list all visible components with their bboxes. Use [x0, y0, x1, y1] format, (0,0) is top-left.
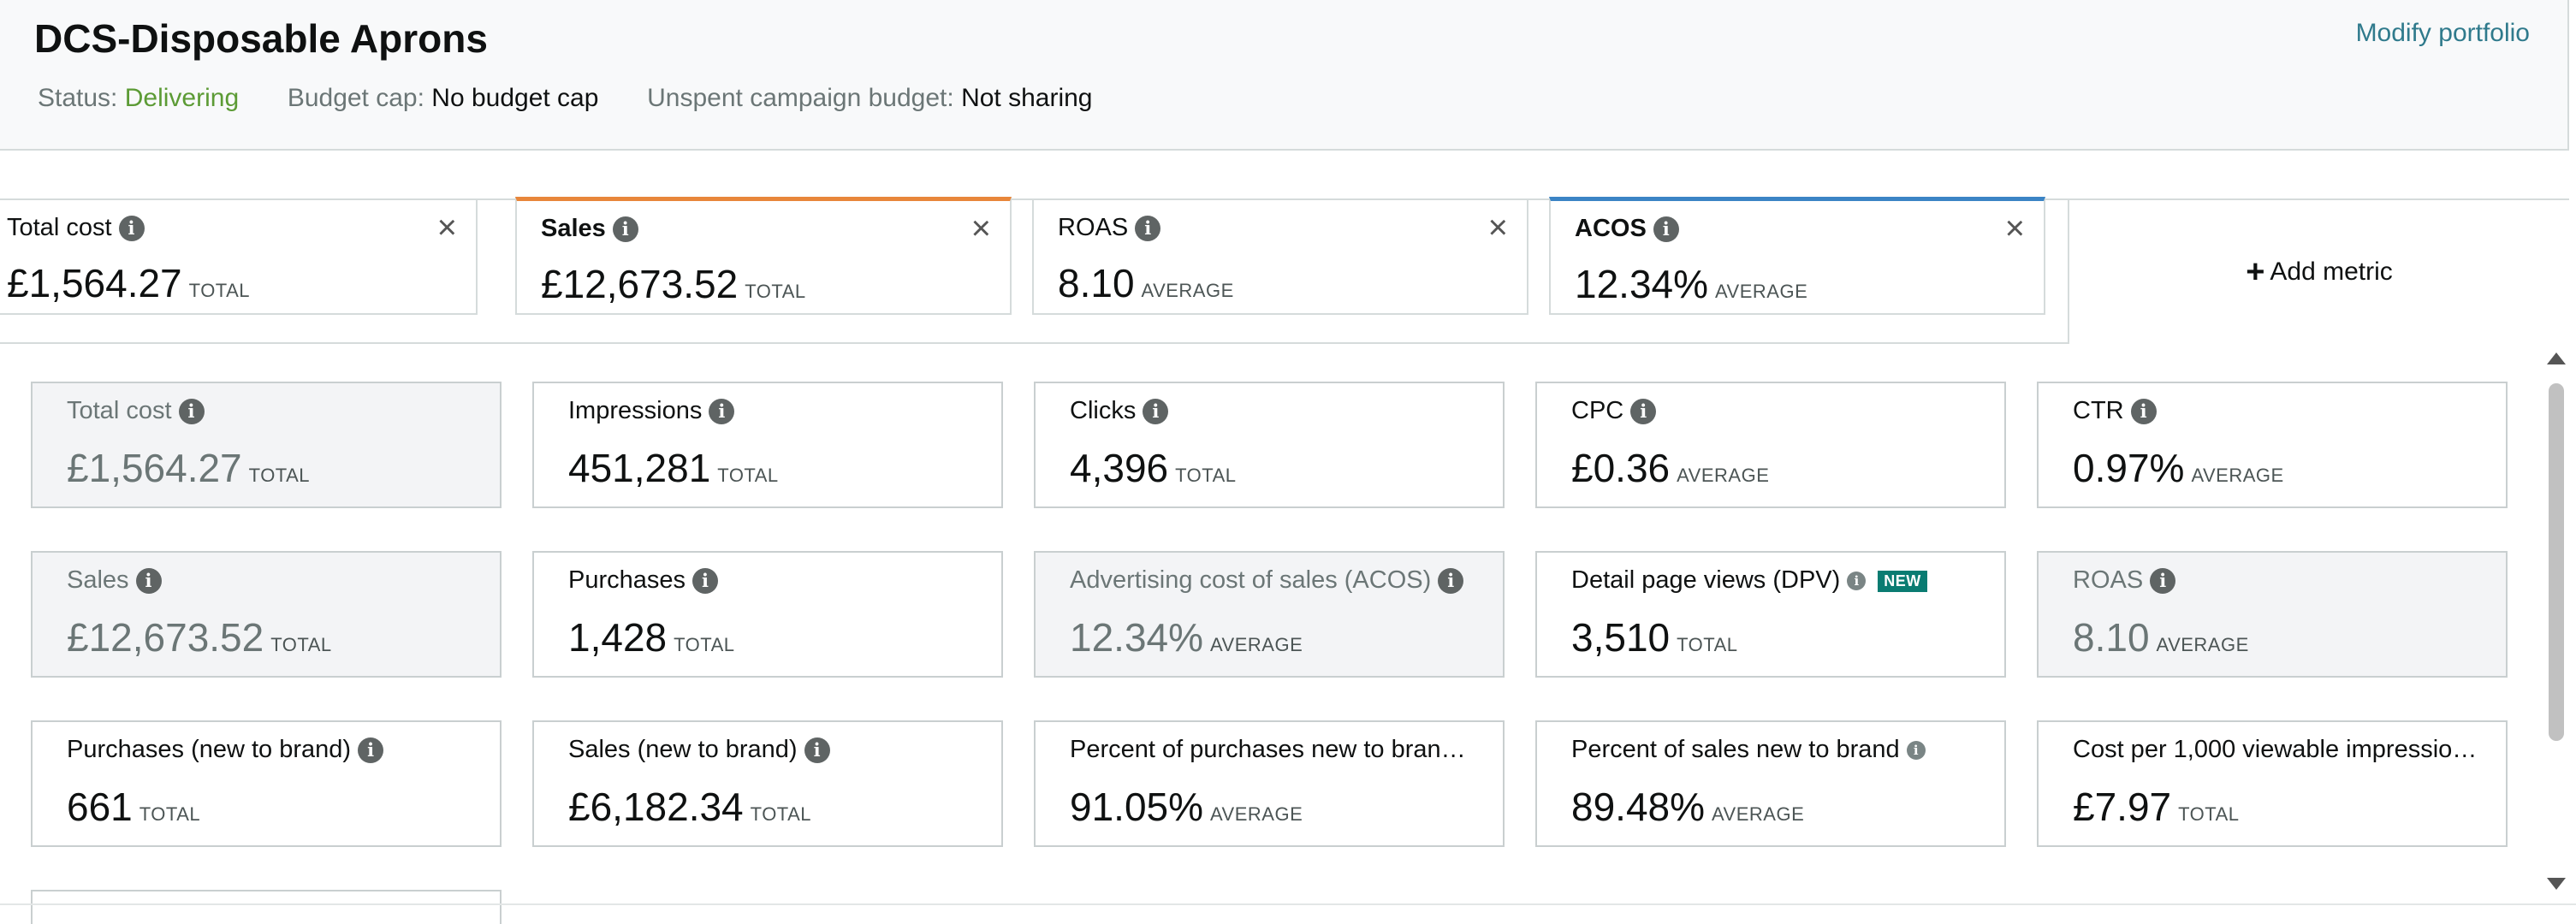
selected-metric-roas[interactable]: ROAS i × 8.10 AVERAGE: [1032, 200, 1528, 315]
metric-card-percent-sales-ntb[interactable]: Percent of sales new to brand i 89.48% AVE…: [1535, 720, 2006, 847]
unspent-budget-value: Not sharing: [961, 84, 1093, 112]
budget-cap-value: No budget cap: [431, 84, 599, 112]
scroll-down-arrow-icon[interactable]: [2547, 878, 2566, 890]
close-icon[interactable]: ×: [2004, 210, 2025, 247]
info-icon[interactable]: i: [135, 568, 162, 595]
info-icon[interactable]: i: [804, 737, 830, 764]
info-icon[interactable]: i: [1906, 741, 1926, 761]
info-icon[interactable]: i: [2150, 568, 2176, 595]
metric-card-acos[interactable]: Advertising cost of sales (ACOS) i 12.34%…: [1034, 551, 1505, 678]
info-icon[interactable]: i: [1438, 568, 1464, 595]
close-icon[interactable]: ×: [1487, 209, 1508, 246]
metric-card-dpv[interactable]: Detail page views (DPV) i NEW 3,510 TOTAL: [1535, 551, 2006, 678]
plus-icon: +: [2246, 253, 2265, 290]
selected-metric-name: Sales i: [541, 215, 638, 243]
metric-card-ctr[interactable]: CTR i 0.97% AVERAGE: [2037, 382, 2508, 508]
scroll-up-arrow-icon[interactable]: [2547, 352, 2566, 364]
metric-card-roas[interactable]: ROAS i 8.10 AVERAGE: [2037, 551, 2508, 678]
selected-metric-sales[interactable]: Sales i × £12,673.52 TOTAL: [515, 197, 1012, 315]
metric-card-percent-purchases-ntb[interactable]: Percent of purchases new to bran… 91.05%…: [1034, 720, 1505, 847]
selected-metric-acos[interactable]: ACOS i × 12.34% AVERAGE: [1549, 197, 2045, 315]
info-icon[interactable]: i: [612, 216, 638, 243]
selected-metric-name: Total cost i: [7, 214, 145, 242]
add-metric-button[interactable]: + Add metric: [2069, 198, 2569, 344]
selected-metric-name: ROAS i: [1058, 214, 1161, 242]
metric-card-vcpm[interactable]: Cost per 1,000 viewable impressio… £7.97…: [2037, 720, 2508, 847]
selected-metrics-strip: Total cost i × £1,564.27 TOTAL Sales i × £1…: [0, 197, 2069, 344]
info-icon[interactable]: i: [358, 737, 384, 764]
info-icon[interactable]: i: [1630, 399, 1657, 425]
close-icon[interactable]: ×: [436, 209, 457, 246]
metric-card-total-cost[interactable]: Total cost i £1,564.27 TOTAL: [31, 382, 502, 508]
selected-metric-value: £12,673.52 TOTAL: [541, 262, 806, 306]
info-icon[interactable]: i: [709, 399, 735, 425]
selected-metric-value: 12.34% AVERAGE: [1575, 262, 1808, 306]
new-badge: NEW: [1878, 570, 1927, 592]
page-title: DCS-Disposable Aprons: [34, 16, 488, 61]
selected-metric-name: ACOS i: [1575, 215, 1679, 243]
info-icon[interactable]: i: [1847, 572, 1867, 591]
divider: [0, 903, 2576, 905]
info-icon[interactable]: i: [118, 216, 145, 242]
metric-card-impressions[interactable]: Impressions i 451,281 TOTAL: [532, 382, 1003, 508]
metric-card-cpc[interactable]: CPC i £0.36 AVERAGE: [1535, 382, 2006, 508]
info-icon[interactable]: i: [1143, 399, 1169, 425]
info-icon[interactable]: i: [1135, 216, 1161, 242]
unspent-budget-label: Unspent campaign budget:: [647, 84, 954, 112]
modify-portfolio-link[interactable]: Modify portfolio: [2355, 19, 2530, 47]
metric-card-purchases-ntb[interactable]: Purchases (new to brand) i 661 TOTAL: [31, 720, 502, 847]
status-value: Delivering: [124, 84, 240, 112]
metric-card-partial[interactable]: [31, 890, 502, 924]
metric-card-sales[interactable]: Sales i £12,673.52 TOTAL: [31, 551, 502, 678]
scrollbar-thumb[interactable]: [2549, 383, 2564, 741]
metric-card-purchases[interactable]: Purchases i 1,428 TOTAL: [532, 551, 1003, 678]
info-icon[interactable]: i: [692, 568, 719, 595]
budget-cap-label: Budget cap:: [287, 84, 424, 112]
close-icon[interactable]: ×: [970, 210, 991, 247]
portfolio-meta: Status: Delivering Budget cap: No budget…: [38, 84, 1092, 113]
selected-metric-value: 8.10 AVERAGE: [1058, 261, 1234, 305]
add-metric-label: Add metric: [2270, 258, 2393, 286]
portfolio-header: DCS-Disposable Aprons Modify portfolio S…: [0, 0, 2569, 151]
status-label: Status:: [38, 84, 118, 112]
info-icon[interactable]: i: [1653, 216, 1679, 243]
info-icon[interactable]: i: [2130, 399, 2157, 425]
metric-card-sales-ntb[interactable]: Sales (new to brand) i £6,182.34 TOTAL: [532, 720, 1003, 847]
info-icon[interactable]: i: [178, 399, 205, 425]
selected-metric-total-cost[interactable]: Total cost i × £1,564.27 TOTAL: [0, 200, 478, 315]
selected-metric-value: £1,564.27 TOTAL: [7, 261, 251, 305]
metric-card-clicks[interactable]: Clicks i 4,396 TOTAL: [1034, 382, 1505, 508]
